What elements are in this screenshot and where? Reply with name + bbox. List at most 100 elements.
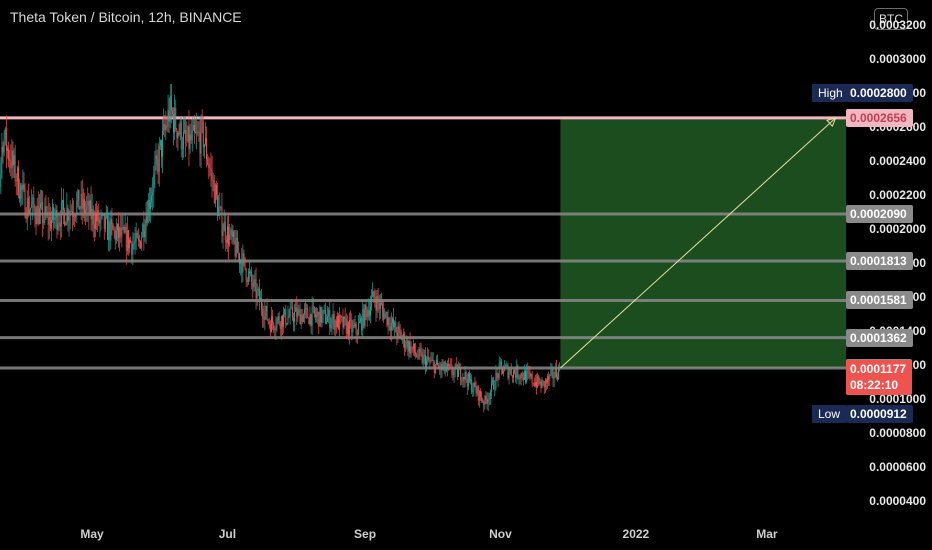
candle-body: [284, 309, 286, 315]
candle-body: [378, 302, 380, 310]
candle-body: [366, 309, 368, 318]
candle-body: [520, 373, 522, 379]
candle-body: [38, 208, 40, 224]
candle-body: [329, 310, 331, 329]
candle-body: [307, 308, 309, 319]
x-tick-label: Jul: [218, 527, 237, 541]
candle-body: [86, 206, 88, 211]
candle-body: [44, 206, 46, 220]
candle-body: [254, 279, 256, 281]
candle-body: [375, 301, 377, 311]
candle-body: [513, 370, 514, 378]
candle-body: [201, 120, 203, 122]
candle-body: [102, 213, 104, 215]
candle-body: [159, 140, 161, 146]
candle-body: [34, 207, 36, 219]
candle-body: [295, 307, 297, 312]
candle-body: [311, 306, 313, 326]
candle-body: [147, 199, 149, 223]
candle-body: [42, 202, 44, 223]
candle-body: [438, 365, 440, 367]
candle-body: [442, 366, 444, 370]
candle-body: [315, 313, 316, 317]
candle-body: [33, 197, 35, 208]
y-tick-label: 0.0000400: [869, 494, 926, 509]
candle-body: [488, 398, 490, 400]
candle-body: [173, 113, 175, 133]
candle-body: [538, 375, 540, 384]
candle-body: [478, 390, 480, 401]
candle-body: [179, 121, 181, 135]
candle-body: [465, 372, 467, 380]
candle-body: [41, 202, 43, 204]
candle-body: [110, 218, 112, 241]
candle-body: [388, 317, 390, 327]
candle-body: [79, 207, 81, 210]
candle-body: [174, 107, 176, 133]
candle-body: [169, 95, 171, 122]
last-price-tag: 0.0001177 08:22:10: [846, 360, 913, 396]
candle-body: [528, 371, 530, 373]
candle-body: [209, 167, 211, 169]
candle-body: [186, 139, 188, 141]
candle-body: [524, 371, 525, 380]
candle-body: [386, 312, 388, 326]
candle-body: [247, 271, 249, 282]
candle-body: [205, 138, 206, 145]
candle-body: [213, 179, 215, 204]
candle-body: [449, 364, 451, 366]
candle-body: [271, 316, 272, 333]
candle-body: [67, 207, 69, 221]
candle-body: [104, 216, 106, 230]
candle-body: [396, 332, 398, 338]
candle-body: [437, 360, 439, 366]
candle-body: [71, 211, 73, 216]
y-tick-label: 0.0002000: [869, 222, 926, 237]
candle-body: [443, 361, 445, 367]
candle-body: [156, 155, 158, 159]
candle-body: [382, 304, 384, 310]
candle-body: [367, 309, 369, 318]
candle-body: [258, 288, 260, 302]
candle-body: [518, 377, 520, 379]
candle-body: [326, 321, 327, 324]
low-label: Low: [812, 405, 847, 424]
candle-body: [234, 242, 236, 257]
currency-button[interactable]: BTC: [874, 8, 908, 30]
candle-body: [114, 229, 116, 241]
candle-body: [283, 314, 285, 327]
candle-body: [464, 372, 466, 380]
candle-body: [245, 268, 247, 281]
candle-body: [530, 373, 532, 377]
candle-body: [503, 371, 505, 374]
candle-body: [12, 150, 14, 166]
candle-body: [49, 216, 51, 229]
candle-body: [287, 316, 289, 324]
candle-body: [47, 212, 49, 225]
candle-body: [115, 230, 117, 241]
candle-body: [150, 202, 151, 209]
candle-body: [216, 184, 217, 196]
candle-body: [107, 216, 109, 240]
candle-body: [285, 309, 287, 325]
candle-body: [304, 309, 305, 315]
candle-body: [40, 203, 41, 209]
candle-body: [185, 130, 187, 140]
candle-body: [242, 253, 244, 273]
candle-body: [450, 364, 452, 366]
high-value-tag: 0.0002800: [846, 84, 913, 103]
candle-body: [322, 310, 324, 314]
candle-body: [75, 215, 77, 218]
candle-body: [507, 365, 509, 378]
candle-body: [99, 220, 101, 224]
candle-body: [137, 237, 139, 241]
candle-body: [257, 288, 259, 291]
candle-body: [372, 291, 374, 298]
candle-body: [531, 373, 533, 383]
candle-body: [155, 155, 157, 166]
candle-body: [100, 214, 102, 221]
candle-body: [73, 215, 74, 217]
candle-body: [374, 297, 376, 302]
candle-body: [459, 367, 461, 370]
